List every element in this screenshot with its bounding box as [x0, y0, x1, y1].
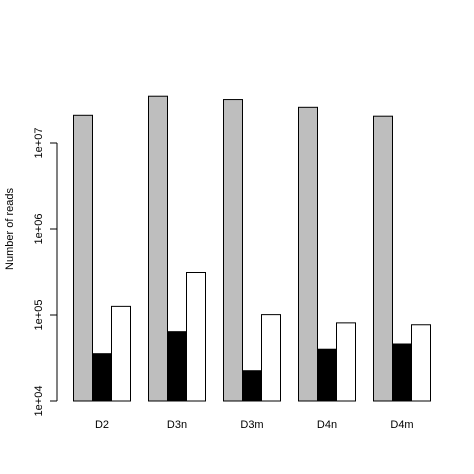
bar-d3n-series-2: [167, 331, 187, 402]
bar-d2-series-2: [92, 353, 112, 402]
bar-d3n-series-3: [186, 272, 206, 402]
bar-group: [73, 95, 431, 402]
bar-d3m-series-1: [223, 99, 243, 402]
bar-d4n-series-2: [317, 348, 337, 402]
bar-d4n-series-3: [336, 322, 356, 402]
bar-d4n-series-1: [298, 106, 318, 402]
bar-d2-series-3: [111, 305, 131, 402]
bar-d3n-series-1: [148, 95, 168, 402]
x-tick-label-d3n: D3n: [167, 419, 187, 431]
bar-d2-series-1: [73, 114, 93, 402]
x-axis: D2 D3n D3m D4n D4m: [95, 419, 414, 431]
x-tick-label-d4n: D4n: [317, 419, 337, 431]
bar-d4m-series-3: [411, 324, 431, 402]
bar-d4m-series-1: [373, 115, 393, 402]
bar-d3m-series-3: [261, 314, 281, 402]
y-tick-label: 1e+06: [33, 214, 45, 245]
x-tick-label-d4m: D4m: [390, 419, 413, 431]
y-tick-label: 1e+05: [33, 300, 45, 331]
bar-d3m-series-2: [242, 370, 262, 402]
y-tick-label: 1e+07: [33, 128, 45, 159]
x-tick-label-d2: D2: [95, 419, 109, 431]
bar-d4m-series-2: [392, 343, 412, 402]
y-axis-label: Number of reads: [4, 188, 16, 270]
y-axis: 1e+04 1e+05 1e+06 1e+07: [33, 128, 58, 417]
y-tick-label: 1e+04: [33, 386, 45, 417]
x-tick-label-d3m: D3m: [240, 419, 263, 431]
